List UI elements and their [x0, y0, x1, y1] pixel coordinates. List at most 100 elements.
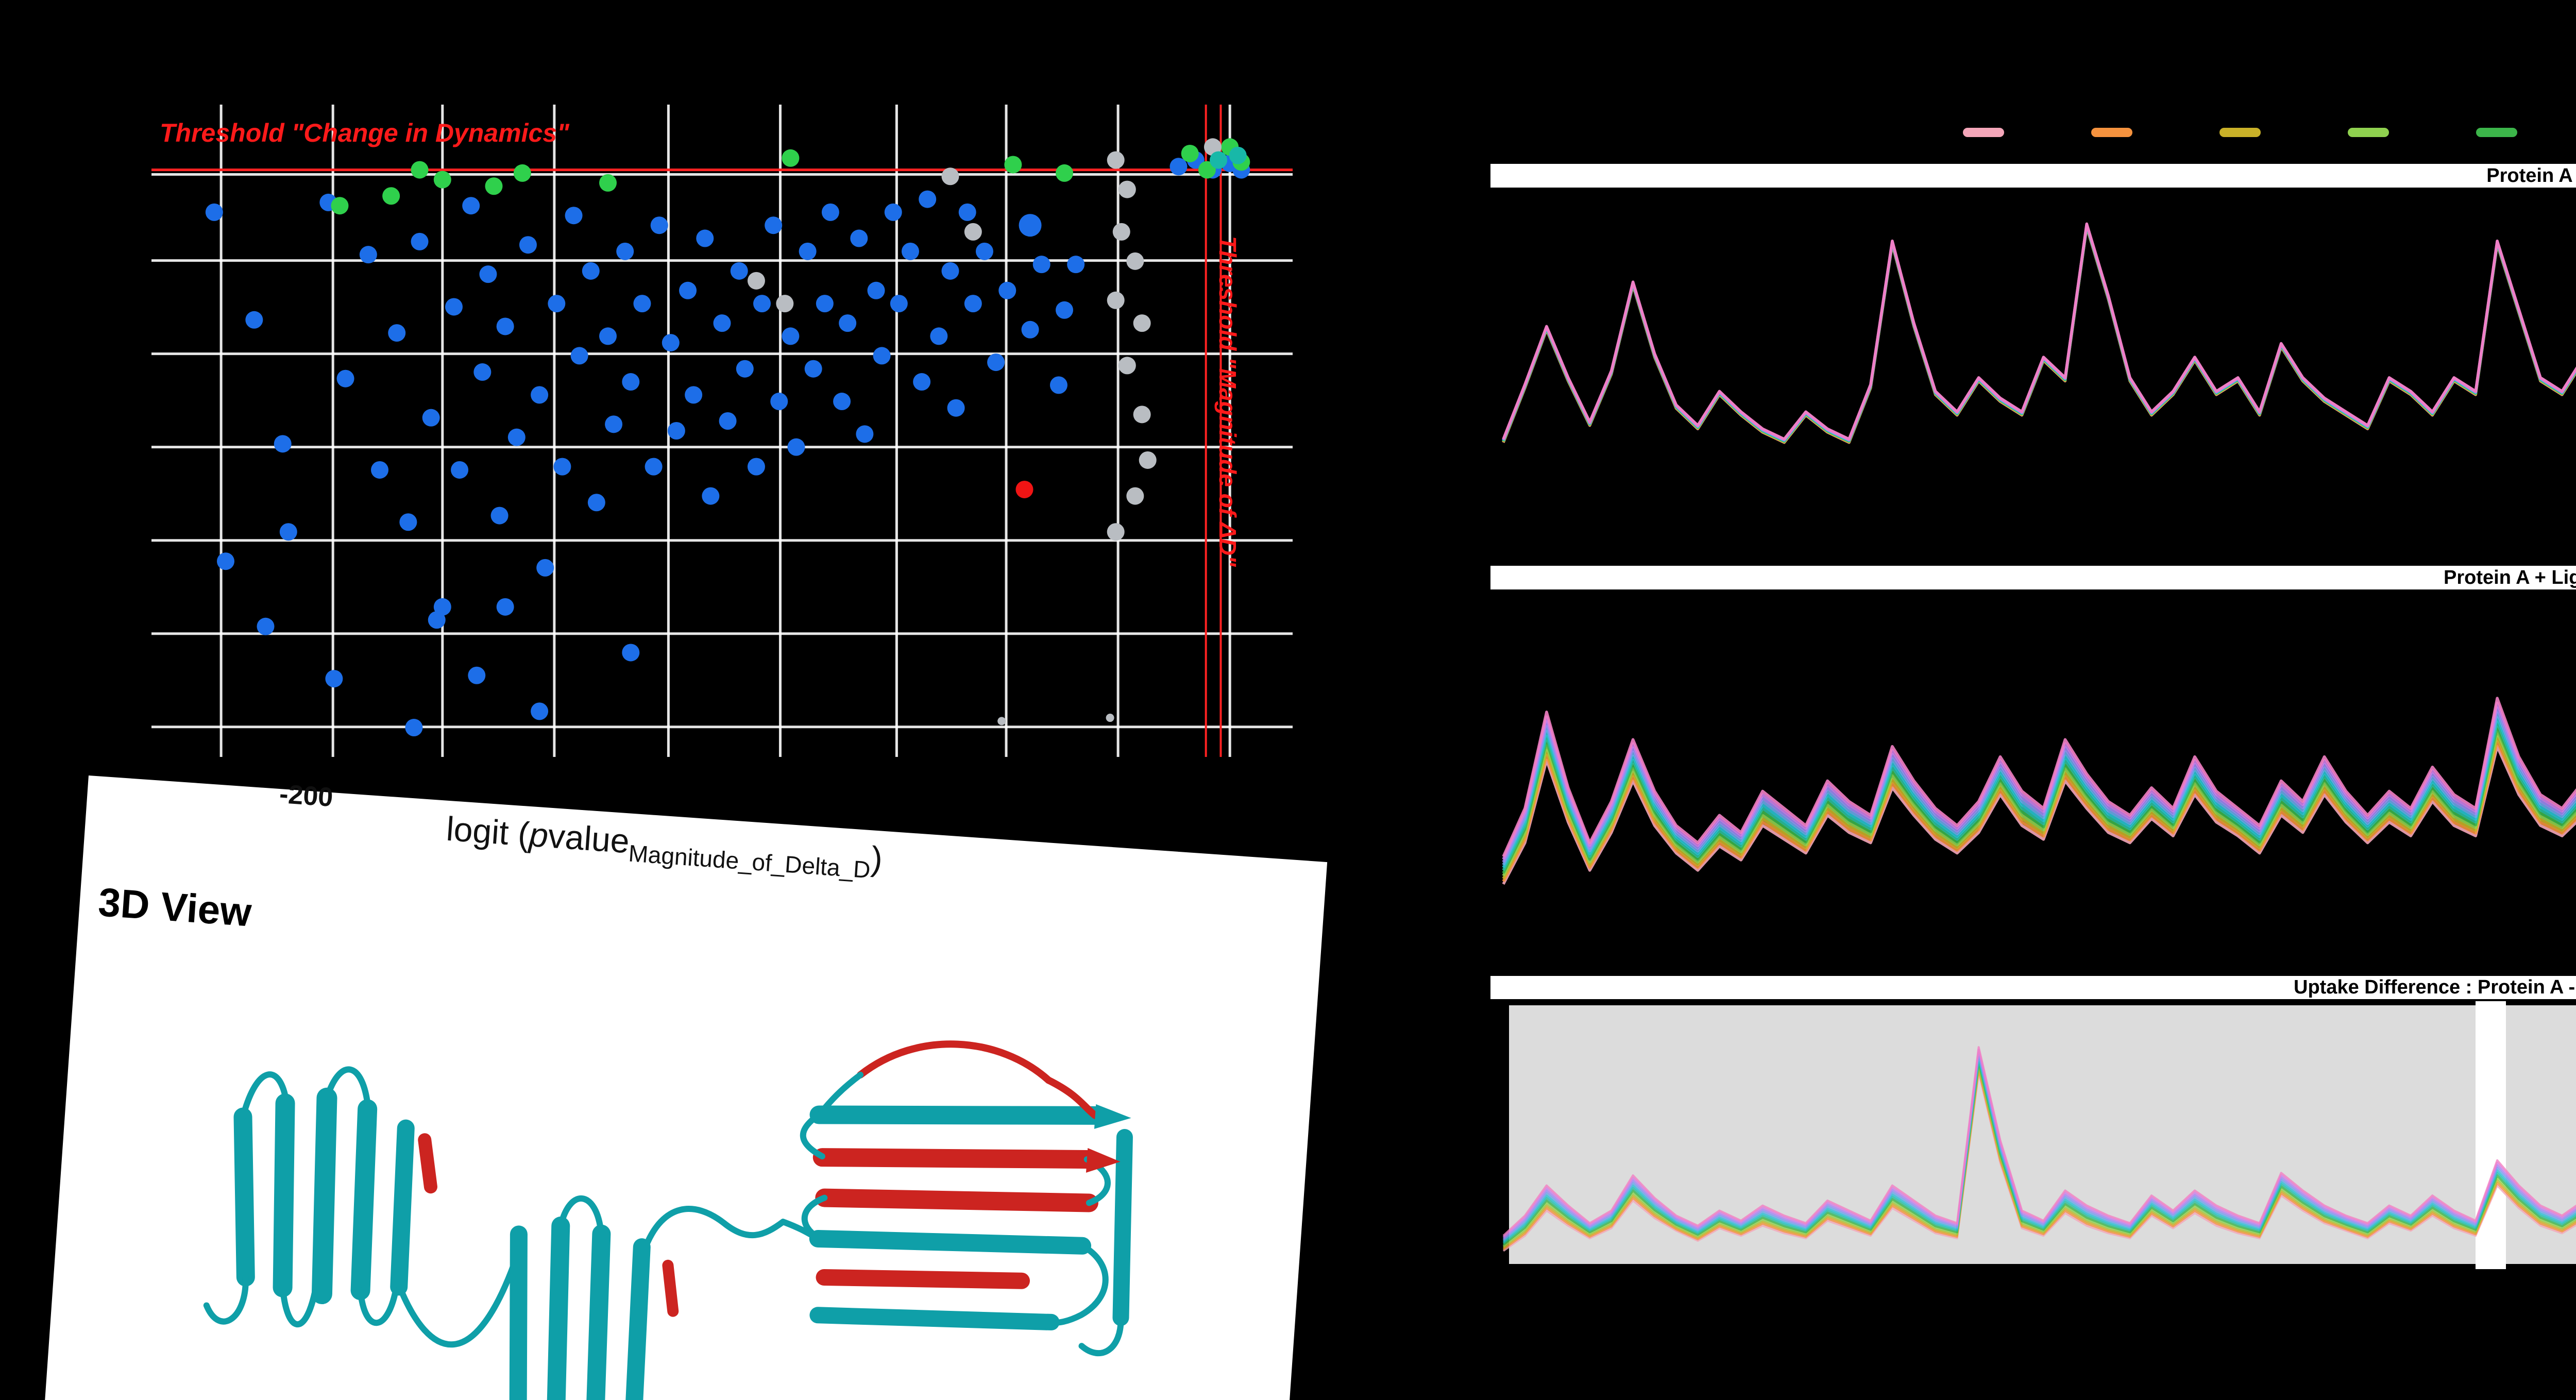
scatter-point-gray[interactable] [941, 167, 959, 185]
scatter-point-blue[interactable] [1032, 256, 1050, 274]
scatter-point-teal[interactable] [1210, 151, 1228, 169]
legend-swatch[interactable] [2219, 128, 2261, 137]
scatter-point-blue[interactable] [245, 311, 263, 329]
scatter-point-blue[interactable] [713, 314, 731, 332]
scatter-point-gray[interactable] [776, 295, 794, 313]
scatter-point-blue[interactable] [599, 327, 617, 345]
scatter-point-blue[interactable] [975, 242, 993, 260]
scatter-point-blue[interactable] [730, 262, 748, 280]
scatter-point-blue[interactable] [930, 327, 948, 345]
scatter-point-blue[interactable] [399, 513, 417, 531]
scatter-point-blue[interactable] [941, 262, 959, 280]
scatter-point-blue[interactable] [622, 373, 640, 391]
uptake-lines-svg[interactable] [1496, 192, 2576, 550]
scatter-point-blue[interactable] [553, 458, 571, 476]
scatter-point-gray[interactable] [1139, 451, 1157, 469]
scatter-point-blue[interactable] [519, 236, 537, 254]
scatter-point-gray[interactable] [747, 272, 765, 290]
legend-swatch[interactable] [2348, 128, 2389, 137]
scatter-point-blue[interactable] [833, 393, 851, 411]
scatter-point-blue[interactable] [445, 298, 463, 316]
scatter-point-green[interactable] [513, 164, 531, 182]
legend-swatch[interactable] [2476, 128, 2517, 137]
scatter-point-blue[interactable] [451, 461, 469, 479]
scatter-point-blue[interactable] [216, 552, 234, 570]
scatter-point-blue[interactable] [582, 262, 600, 280]
scatter-point-blue[interactable] [719, 412, 737, 430]
scatter-point-blue[interactable] [1019, 214, 1042, 237]
scatter-point-blue[interactable] [804, 360, 822, 378]
scatter-point-gray[interactable] [1106, 714, 1114, 722]
scatter-point-gray[interactable] [1118, 180, 1136, 198]
scatter-point-blue[interactable] [1021, 321, 1039, 339]
scatter-point-blue[interactable] [428, 611, 446, 629]
scatter-point-blue[interactable] [325, 670, 343, 688]
scatter-point-blue[interactable] [616, 242, 634, 260]
scatter-point-blue[interactable] [685, 386, 703, 404]
scatter-point-green[interactable] [599, 174, 617, 192]
scatter-point-blue[interactable] [531, 702, 549, 720]
scatter-point-blue[interactable] [605, 415, 623, 433]
scatter-point-green[interactable] [1004, 156, 1022, 174]
scatter-point-green[interactable] [782, 149, 800, 167]
protein-ribbon-structure[interactable] [113, 940, 1255, 1400]
scatter-point-blue[interactable] [1056, 301, 1073, 319]
scatter-point-green[interactable] [331, 197, 349, 215]
scatter-point-blue[interactable] [799, 242, 817, 260]
scatter-point-blue[interactable] [901, 242, 919, 260]
scatter-point-green[interactable] [1056, 164, 1073, 182]
scatter-point-green[interactable] [433, 171, 451, 189]
scatter-point-blue[interactable] [873, 347, 891, 365]
scatter-point-blue[interactable] [958, 203, 976, 221]
scatter-point-gray[interactable] [1107, 523, 1125, 541]
scatter-point-blue[interactable] [490, 507, 509, 525]
scatter-point-gray[interactable] [1107, 291, 1125, 309]
scatter-point-blue[interactable] [359, 246, 377, 264]
scatter-point-blue[interactable] [422, 409, 440, 427]
uptake-chart-protein-a-ligand[interactable] [1496, 594, 2576, 954]
scatter-point-blue[interactable] [736, 360, 754, 378]
scatter-point-blue[interactable] [667, 422, 685, 440]
scatter-point-blue[interactable] [257, 617, 275, 635]
scatter-point-green[interactable] [1181, 144, 1199, 162]
scatter-point-blue[interactable] [645, 458, 663, 476]
scatter-point-gray[interactable] [1126, 252, 1144, 270]
uptake-lines-svg[interactable] [1496, 1001, 2576, 1269]
scatter-point-gray[interactable] [964, 223, 982, 241]
scatter-point-blue[interactable] [274, 435, 292, 453]
volcano-scatter-svg[interactable] [151, 105, 1293, 757]
scatter-point-gray[interactable] [1118, 357, 1136, 375]
scatter-point-blue[interactable] [479, 265, 497, 283]
scatter-point-gray[interactable] [1133, 314, 1151, 332]
scatter-point-gray[interactable] [1204, 138, 1222, 156]
scatter-point-blue[interactable] [679, 281, 697, 299]
scatter-point-blue[interactable] [867, 281, 885, 299]
scatter-point-blue[interactable] [622, 644, 640, 662]
scatter-point-blue[interactable] [998, 281, 1016, 299]
scatter-point-blue[interactable] [816, 295, 834, 313]
scatter-point-red[interactable] [1015, 480, 1033, 498]
scatter-point-blue[interactable] [747, 458, 765, 476]
scatter-point-teal[interactable] [1229, 146, 1247, 164]
scatter-point-gray[interactable] [1112, 223, 1130, 241]
scatter-point-blue[interactable] [1049, 376, 1067, 394]
scatter-point-blue[interactable] [507, 428, 526, 446]
scatter-point-blue[interactable] [850, 229, 868, 247]
legend-swatch[interactable] [2091, 128, 2132, 137]
scatter-point-blue[interactable] [468, 666, 486, 684]
scatter-point-blue[interactable] [856, 425, 874, 443]
scatter-point-green[interactable] [382, 187, 400, 205]
scatter-point-blue[interactable] [913, 373, 931, 391]
scatter-point-blue[interactable] [839, 314, 857, 332]
scatter-point-blue[interactable] [787, 438, 805, 456]
scatter-point-blue[interactable] [388, 324, 406, 342]
scatter-point-blue[interactable] [1170, 158, 1188, 176]
scatter-point-blue[interactable] [696, 229, 714, 247]
scatter-point-green[interactable] [485, 177, 503, 195]
scatter-point-gray[interactable] [997, 717, 1006, 726]
scatter-point-blue[interactable] [531, 386, 549, 404]
scatter-point-blue[interactable] [753, 295, 771, 313]
scatter-point-gray[interactable] [1133, 406, 1151, 424]
scatter-point-blue[interactable] [336, 369, 354, 387]
scatter-point-blue[interactable] [536, 559, 554, 577]
